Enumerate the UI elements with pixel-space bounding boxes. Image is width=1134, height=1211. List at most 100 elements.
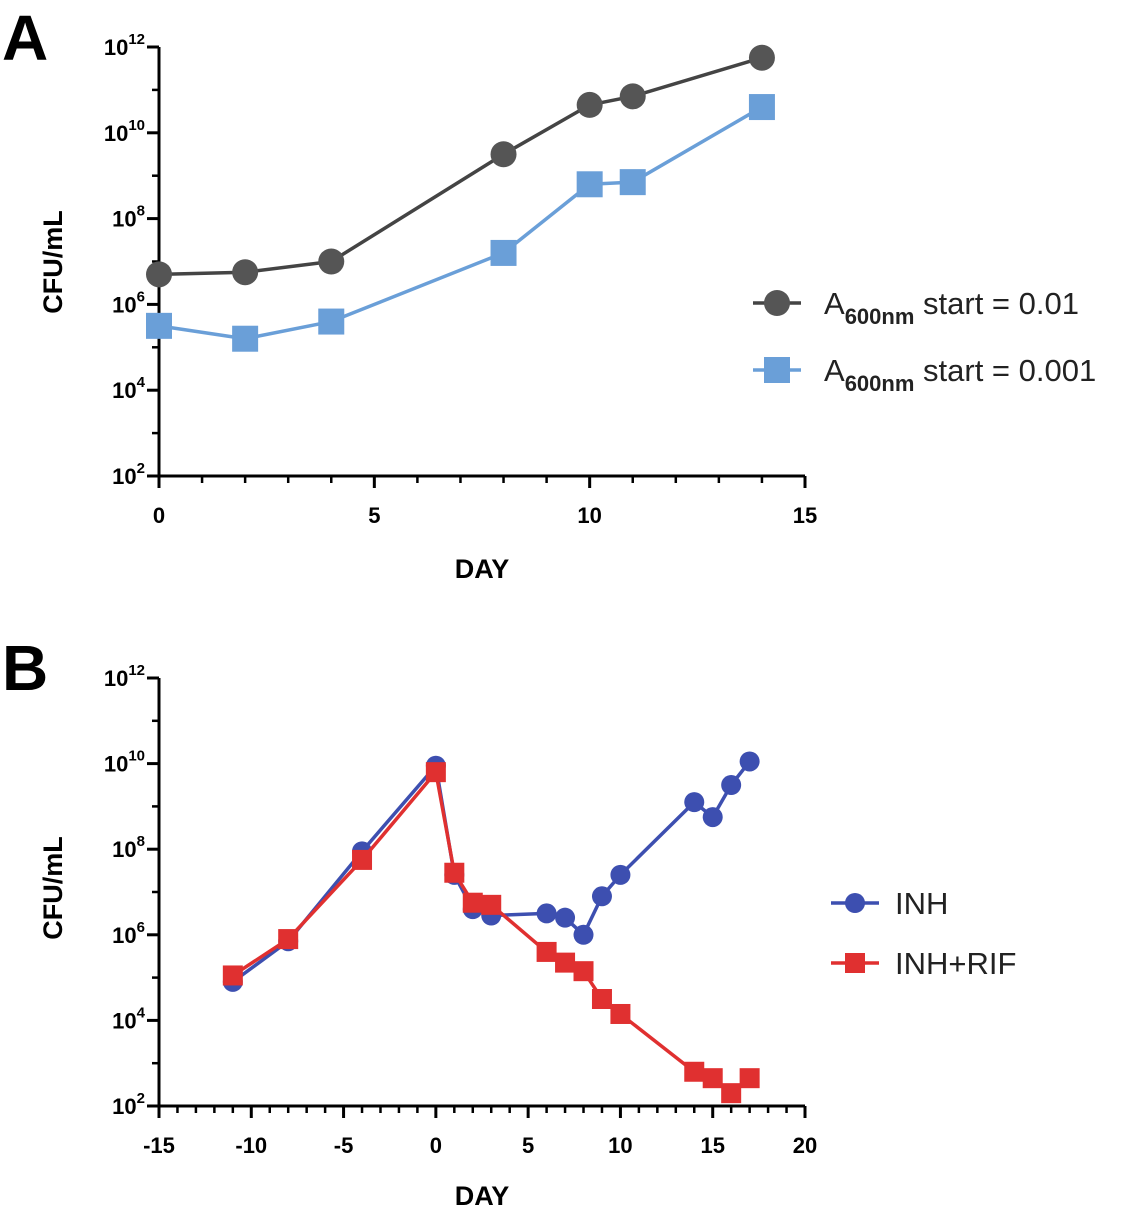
series-line bbox=[158, 56, 763, 277]
x-tick-label: 20 bbox=[793, 1133, 817, 1158]
legend-marker bbox=[764, 357, 790, 383]
legend-label-main: A bbox=[824, 286, 845, 321]
data-point bbox=[232, 259, 259, 286]
y-tick-label: 1012 bbox=[104, 662, 145, 691]
series-a600nm-start-0-01 bbox=[146, 44, 775, 288]
data-point bbox=[222, 965, 243, 986]
series-line bbox=[231, 770, 751, 1095]
data-point bbox=[462, 892, 483, 913]
y-tick-label: 108 bbox=[112, 203, 145, 232]
panel-letter-b: B bbox=[2, 632, 48, 704]
data-point bbox=[555, 952, 576, 973]
data-point bbox=[536, 903, 557, 924]
data-point bbox=[610, 864, 631, 885]
y-tick-exponent: 6 bbox=[137, 288, 145, 305]
x-tick-label: 5 bbox=[368, 503, 380, 528]
legend-entry: INH+RIF bbox=[831, 946, 1016, 981]
data-point bbox=[748, 94, 775, 121]
x-tick-label: 10 bbox=[608, 1133, 632, 1158]
panel-letter-a: A bbox=[2, 2, 48, 74]
panel-b: B 102 104 106 108 1010 1012 -15 -10 -5 0 5 10 15 20 DA… bbox=[2, 632, 1016, 1211]
x-axis-title: DAY bbox=[455, 554, 510, 584]
legend-label: A600nm start = 0.01 bbox=[824, 286, 1079, 329]
legend-label: INH bbox=[895, 886, 948, 921]
data-point bbox=[619, 83, 646, 110]
x-tick-label: -10 bbox=[235, 1133, 267, 1158]
data-point bbox=[232, 325, 259, 352]
x-axis-title: DAY bbox=[455, 1181, 510, 1211]
data-point bbox=[352, 849, 373, 870]
y-tick-label: 102 bbox=[112, 460, 145, 489]
y-tick-label: 1012 bbox=[104, 31, 145, 60]
data-point bbox=[146, 261, 172, 288]
x-tick-label: 15 bbox=[793, 503, 817, 528]
legend-marker bbox=[764, 290, 790, 316]
y-axis-title: CFU/mL bbox=[38, 836, 68, 940]
y-tick-exponent: 4 bbox=[137, 374, 146, 391]
legend-label-rest: start = 0.001 bbox=[914, 353, 1096, 388]
legend-marker bbox=[845, 953, 865, 973]
data-point bbox=[573, 924, 594, 945]
y-tick-exponent: 6 bbox=[137, 919, 145, 936]
y-tick-exponent: 12 bbox=[128, 662, 145, 679]
data-point bbox=[721, 775, 742, 795]
data-point bbox=[278, 929, 299, 950]
y-tick-label: 106 bbox=[112, 288, 145, 317]
data-point bbox=[739, 751, 760, 772]
data-point bbox=[591, 989, 612, 1009]
legend-entry: A600nm start = 0.01 bbox=[753, 286, 1079, 329]
y-tick-label: 104 bbox=[112, 1004, 145, 1033]
legend-marker bbox=[845, 893, 865, 913]
y-tick-label: 1010 bbox=[104, 748, 145, 777]
y-tick-label: 108 bbox=[112, 833, 145, 862]
data-point bbox=[739, 1068, 760, 1089]
data-point bbox=[619, 169, 646, 196]
legend-entry: INH bbox=[831, 886, 948, 921]
legend-entry: A600nm start = 0.001 bbox=[753, 353, 1096, 396]
legend-label-subscript: 600nm bbox=[845, 371, 915, 396]
data-point bbox=[702, 807, 723, 828]
data-point bbox=[576, 171, 603, 198]
data-point bbox=[555, 907, 576, 928]
data-point bbox=[573, 961, 594, 982]
legend-label: A600nm start = 0.001 bbox=[824, 353, 1096, 396]
data-point bbox=[748, 44, 775, 71]
y-tick-exponent: 8 bbox=[137, 833, 145, 850]
x-tick-label: 0 bbox=[430, 1133, 442, 1158]
data-point bbox=[684, 792, 705, 813]
legend-label-subscript: 600nm bbox=[845, 304, 915, 329]
x-tick-label: -5 bbox=[334, 1133, 354, 1158]
series-inh bbox=[222, 751, 760, 992]
data-point bbox=[702, 1068, 723, 1089]
data-point bbox=[318, 308, 345, 335]
data-point bbox=[490, 239, 517, 266]
data-point bbox=[146, 312, 172, 339]
data-point bbox=[576, 91, 603, 118]
legend-label-main: A bbox=[824, 353, 845, 388]
y-tick-exponent: 12 bbox=[128, 31, 145, 48]
y-tick-label: 104 bbox=[112, 374, 145, 403]
y-axis-title: CFU/mL bbox=[38, 210, 68, 314]
y-tick-exponent: 10 bbox=[128, 117, 145, 134]
y-tick-label: 1010 bbox=[104, 117, 145, 146]
series-line bbox=[231, 760, 752, 984]
y-tick-exponent: 8 bbox=[137, 203, 145, 220]
data-point bbox=[425, 762, 446, 783]
y-tick-label: 106 bbox=[112, 919, 145, 948]
legend-label-rest: start = 0.01 bbox=[914, 286, 1079, 321]
y-tick-label: 102 bbox=[112, 1090, 145, 1119]
data-point bbox=[591, 886, 612, 907]
x-tick-label: 15 bbox=[700, 1133, 724, 1158]
data-point bbox=[318, 248, 345, 275]
x-tick-label: -15 bbox=[143, 1133, 175, 1158]
x-tick-label: 5 bbox=[522, 1133, 534, 1158]
y-tick-exponent: 2 bbox=[137, 1090, 145, 1107]
series-inh-rif bbox=[222, 762, 760, 1104]
data-point bbox=[444, 862, 465, 883]
series-a600nm-start-0-001 bbox=[146, 94, 775, 352]
y-tick-exponent: 4 bbox=[137, 1004, 146, 1021]
x-tick-label: 0 bbox=[153, 503, 165, 528]
data-point bbox=[721, 1083, 742, 1104]
